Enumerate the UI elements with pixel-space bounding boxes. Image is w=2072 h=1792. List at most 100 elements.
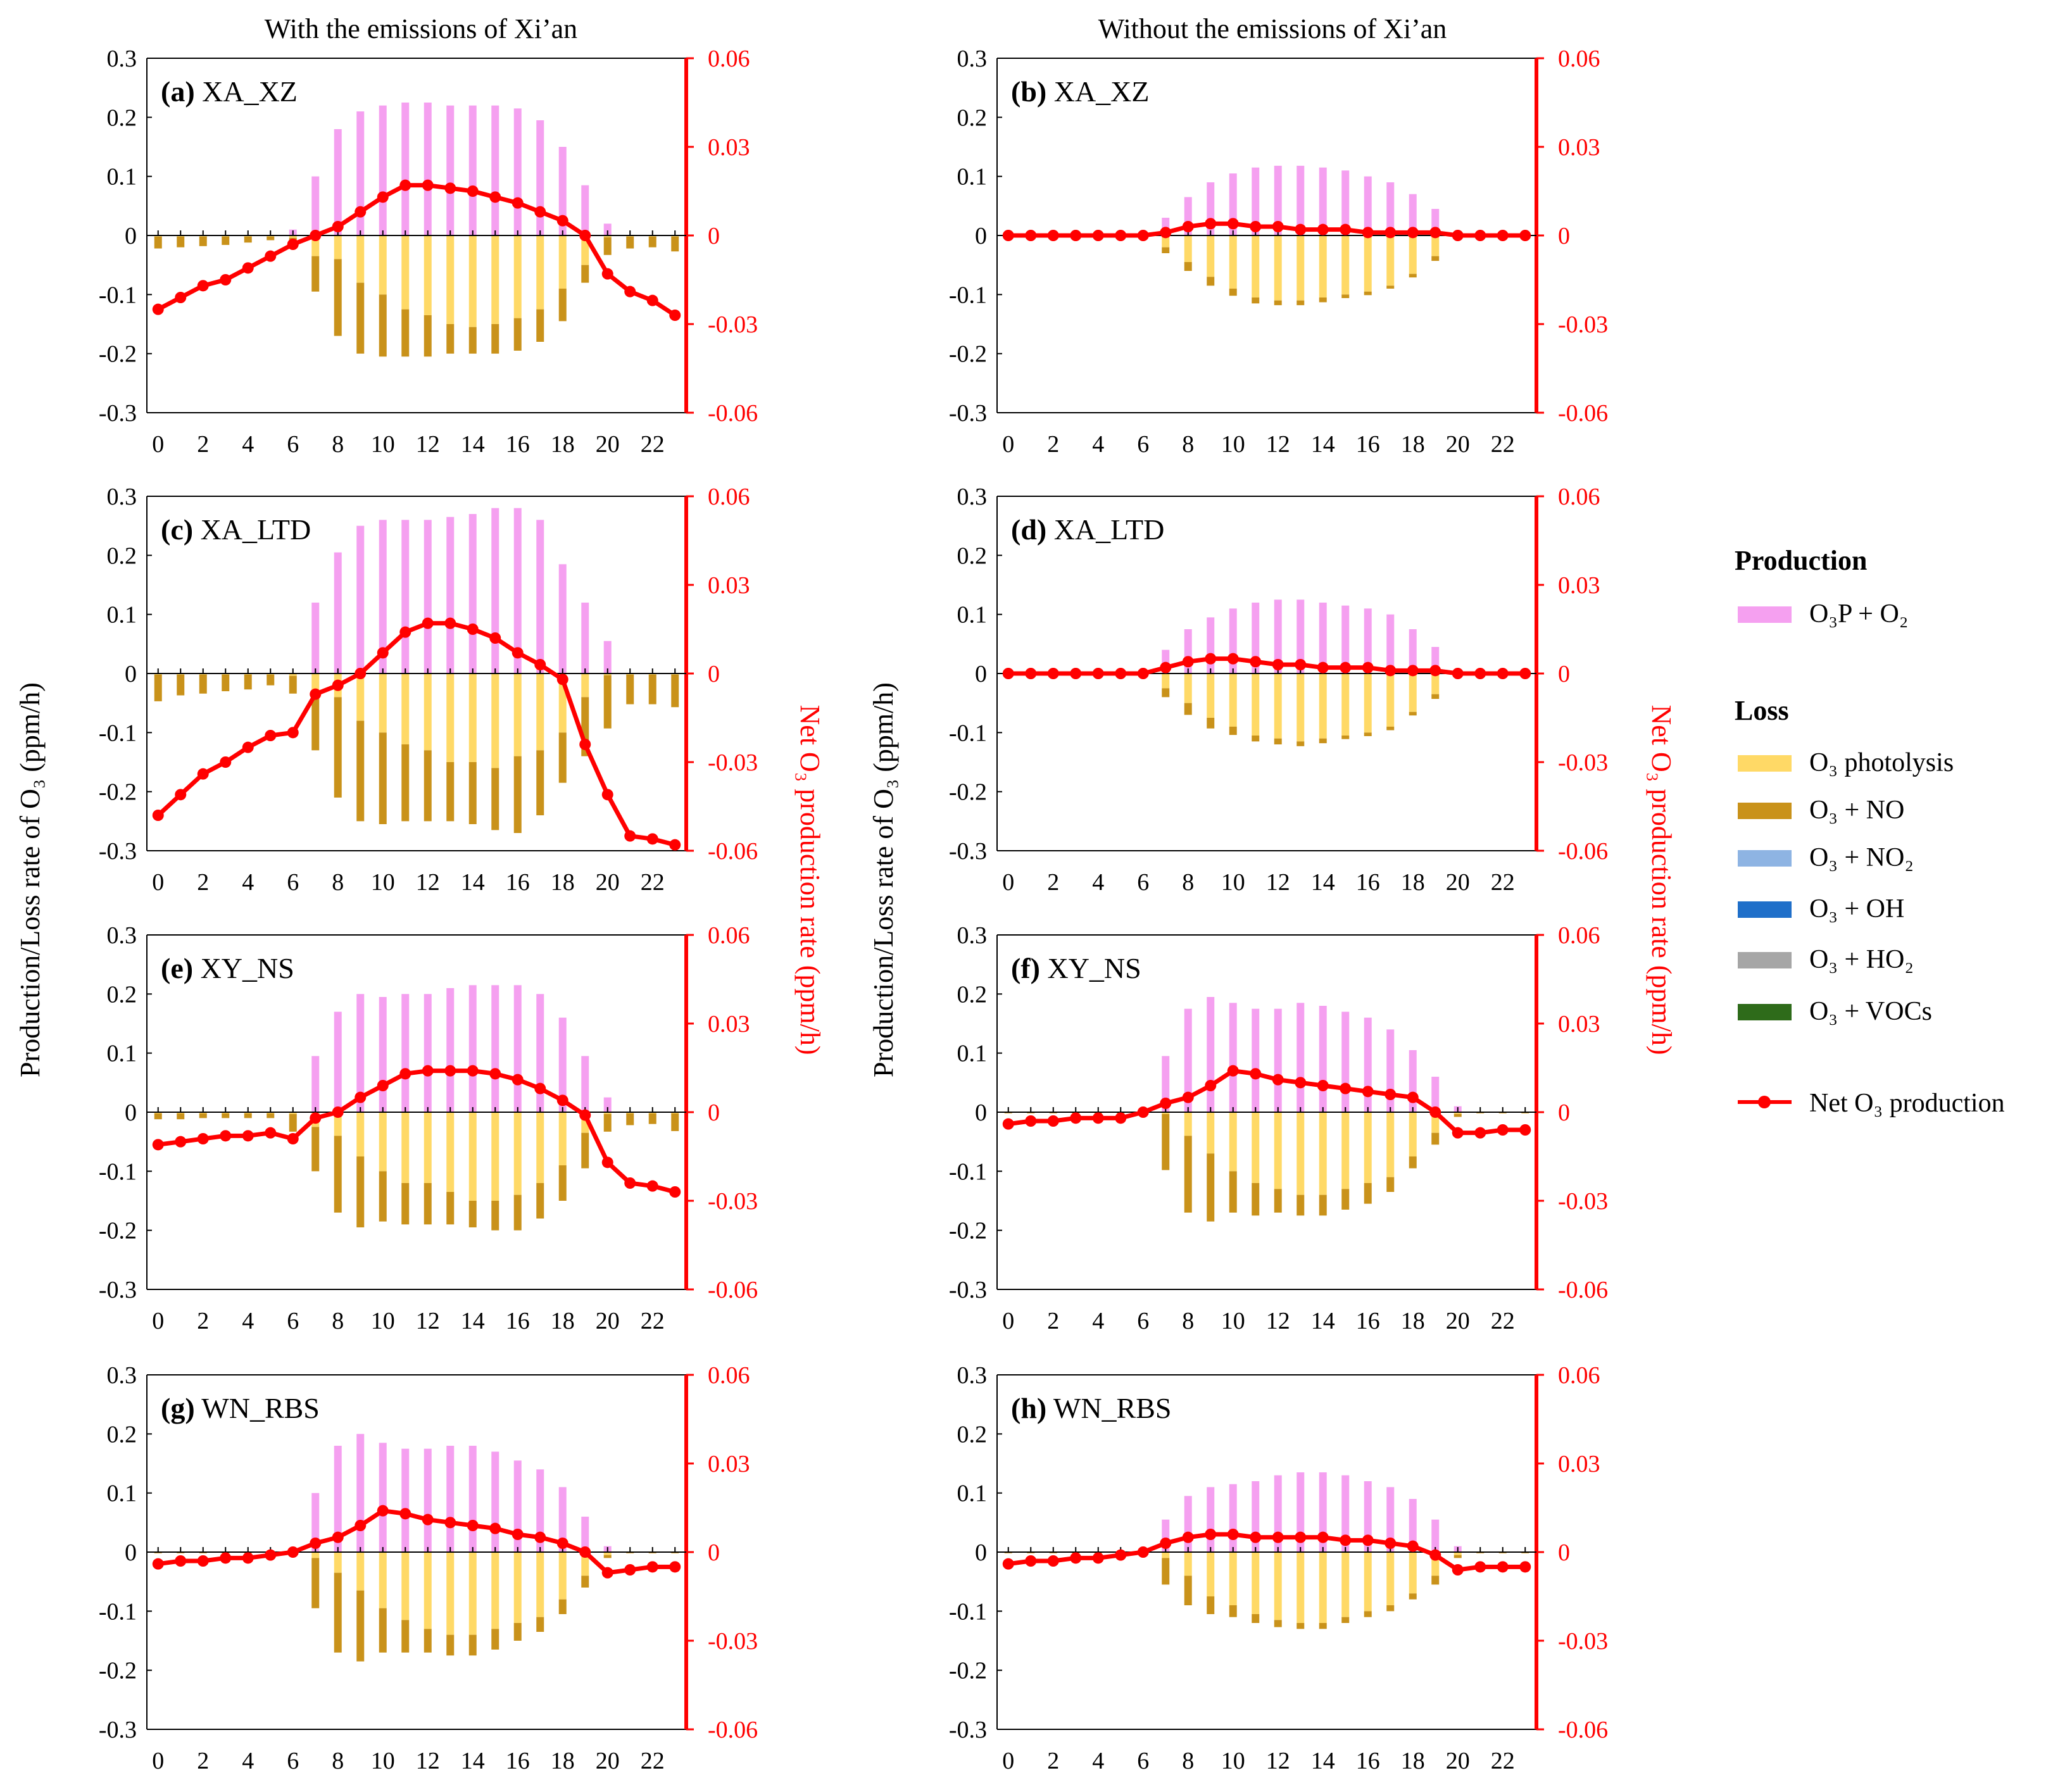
x-tick-label: 8 xyxy=(332,431,344,458)
net-production-point xyxy=(1362,1534,1374,1546)
bar-production xyxy=(558,564,567,674)
bar-production xyxy=(513,508,522,674)
bar-production xyxy=(581,1056,589,1112)
bar-o3-photolysis xyxy=(1252,1552,1260,1614)
net-production-point xyxy=(1317,1080,1329,1091)
bar-o3-photolysis xyxy=(1297,1552,1305,1623)
x-tick-label: 10 xyxy=(371,431,395,458)
bar-o3-photolysis xyxy=(1431,674,1440,694)
bar-o3-no xyxy=(1162,247,1170,253)
net-production-point xyxy=(1429,665,1441,677)
bar-o3-photolysis xyxy=(581,674,589,698)
bar-o3-photolysis xyxy=(1229,235,1237,289)
y2-tick-label: -0.03 xyxy=(708,749,758,776)
y2-tick-label: 0.06 xyxy=(708,484,750,510)
bar-o3-photolysis xyxy=(468,235,477,327)
bar-o3-photolysis xyxy=(491,674,499,768)
y2-tick-label: 0.03 xyxy=(1558,134,1600,161)
bar-o3-no xyxy=(468,1634,477,1656)
net-production-point xyxy=(1452,668,1464,679)
y-tick-label: 0.1 xyxy=(957,602,988,629)
net-production-point xyxy=(444,617,456,629)
bar-production xyxy=(356,525,365,674)
bar-o3-photolysis xyxy=(603,1552,612,1555)
net-production-point xyxy=(512,647,524,659)
bar-o3-photolysis xyxy=(446,235,455,324)
x-tick-label: 4 xyxy=(1092,431,1104,458)
panel-label: (f) XY_NS xyxy=(1011,952,1141,984)
bar-production xyxy=(311,1493,320,1552)
bar-o3-photolysis xyxy=(468,1552,477,1635)
bar-production xyxy=(334,129,342,235)
net-production-point xyxy=(1519,1124,1531,1136)
panel-label: (b) XA_XZ xyxy=(1011,75,1150,108)
y2-tick-label: 0.06 xyxy=(1558,1362,1600,1389)
bar-o3-no xyxy=(1409,1593,1417,1600)
legend-swatch-o3-no xyxy=(1738,803,1792,819)
x-tick-label: 6 xyxy=(1137,1308,1149,1334)
net-production-point xyxy=(467,623,479,635)
bar-o3-no xyxy=(513,1194,522,1231)
net-production-point xyxy=(1407,1091,1419,1103)
bar-o3-no xyxy=(1297,300,1305,306)
y-tick-label: 0.2 xyxy=(107,542,137,569)
x-tick-label: 14 xyxy=(1311,1748,1335,1774)
bar-o3-photolysis xyxy=(1364,1112,1372,1183)
net-production-point xyxy=(444,182,456,194)
y-tick-label: 0 xyxy=(125,1100,137,1126)
net-production-point xyxy=(1182,1091,1194,1103)
y-tick-label: 0 xyxy=(125,1539,137,1566)
legend-net-marker xyxy=(1758,1096,1771,1108)
y2-tick-label: 0 xyxy=(1558,223,1570,249)
bar-o3-no xyxy=(356,1590,365,1662)
bar-o3-photolysis xyxy=(289,235,297,238)
y-tick-label: -0.1 xyxy=(99,720,137,746)
bar-production xyxy=(468,1446,477,1552)
x-tick-label: 18 xyxy=(1401,431,1425,458)
net-production-point xyxy=(467,185,479,197)
y-tick-label: -0.3 xyxy=(99,1717,137,1743)
net-production-point xyxy=(1025,1115,1037,1127)
net-production-point xyxy=(1317,223,1329,235)
legend-production-heading: Production xyxy=(1735,545,1867,576)
bar-production xyxy=(491,985,499,1112)
bar-o3-no xyxy=(626,674,634,705)
y2-tick-label: -0.06 xyxy=(1558,838,1608,865)
bar-production xyxy=(1274,165,1282,235)
y2-tick-label: 0 xyxy=(708,1100,720,1126)
bar-o3-photolysis xyxy=(1207,1552,1215,1596)
bar-production xyxy=(334,1012,342,1112)
bar-production xyxy=(1252,167,1260,235)
bar-o3-no xyxy=(1386,727,1395,730)
bar-o3-photolysis xyxy=(401,1552,410,1620)
bar-production xyxy=(468,514,477,674)
net-production-point xyxy=(1429,227,1441,239)
bar-o3-photolysis xyxy=(581,1552,589,1576)
net-production-point xyxy=(1115,668,1127,679)
net-production-point xyxy=(556,1538,568,1549)
bar-production xyxy=(1297,1003,1305,1112)
y-tick-label: 0.3 xyxy=(107,46,137,72)
net-production-point xyxy=(1497,668,1509,679)
bar-o3-no xyxy=(289,675,297,694)
net-production-point xyxy=(444,1065,456,1077)
y-axis-title-left-col2: Production/Loss rate of O₃ (ppm/h) xyxy=(868,682,899,1077)
bar-o3-no xyxy=(199,1113,207,1118)
net-production-point xyxy=(556,215,568,227)
bar-o3-no xyxy=(558,732,567,783)
x-tick-label: 0 xyxy=(152,1748,164,1774)
net-production-point xyxy=(1182,656,1194,668)
bar-o3-no xyxy=(1252,736,1260,742)
net-production-point xyxy=(556,674,568,686)
net-production-point xyxy=(1205,1529,1217,1540)
bar-o3-photolysis xyxy=(603,674,612,675)
bar-o3-no xyxy=(1386,1177,1395,1192)
net-production-point xyxy=(1160,1538,1172,1549)
net-production-point xyxy=(1025,230,1037,241)
bar-o3-photolysis xyxy=(1364,1552,1372,1612)
bar-o3-photolysis xyxy=(513,1112,522,1195)
net-production-point xyxy=(399,179,411,191)
x-tick-label: 18 xyxy=(1401,1748,1425,1774)
bar-o3-photolysis xyxy=(468,1112,477,1201)
x-tick-label: 4 xyxy=(242,869,254,896)
